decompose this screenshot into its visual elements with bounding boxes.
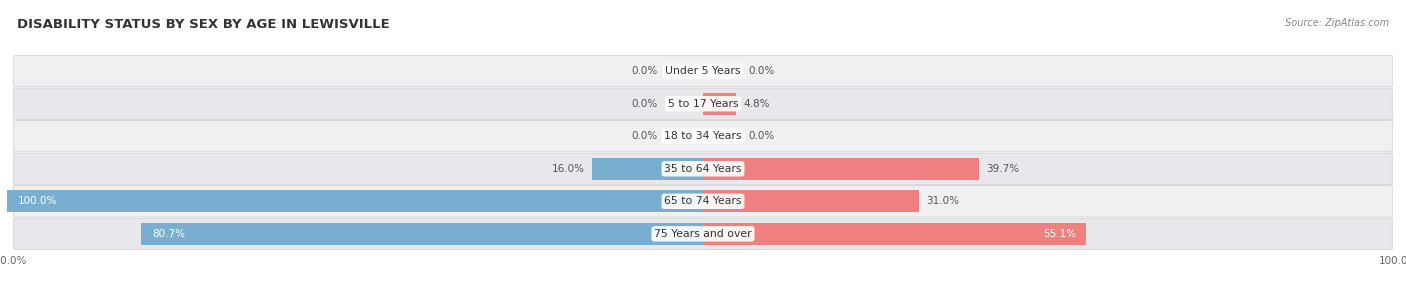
Text: 75 Years and over: 75 Years and over (654, 229, 752, 239)
Text: Source: ZipAtlas.com: Source: ZipAtlas.com (1285, 18, 1389, 28)
FancyBboxPatch shape (14, 186, 1392, 217)
FancyBboxPatch shape (14, 153, 1392, 185)
Text: 4.8%: 4.8% (744, 99, 770, 109)
Text: 31.0%: 31.0% (925, 196, 959, 206)
Text: 80.7%: 80.7% (152, 229, 184, 239)
Bar (142, 223, 703, 245)
Bar (592, 158, 703, 180)
Text: 65 to 74 Years: 65 to 74 Years (664, 196, 742, 206)
Text: 55.1%: 55.1% (1043, 229, 1076, 239)
Bar (7, 190, 703, 212)
Text: DISABILITY STATUS BY SEX BY AGE IN LEWISVILLE: DISABILITY STATUS BY SEX BY AGE IN LEWIS… (17, 18, 389, 31)
Text: 5 to 17 Years: 5 to 17 Years (668, 99, 738, 109)
FancyBboxPatch shape (14, 56, 1392, 87)
FancyBboxPatch shape (14, 120, 1392, 152)
Bar (703, 158, 980, 180)
Text: 100.0%: 100.0% (17, 196, 56, 206)
Text: 39.7%: 39.7% (986, 164, 1019, 174)
Bar (703, 223, 1087, 245)
Text: 18 to 34 Years: 18 to 34 Years (664, 131, 742, 141)
FancyBboxPatch shape (14, 88, 1392, 119)
Text: 0.0%: 0.0% (748, 66, 775, 76)
Text: 0.0%: 0.0% (748, 131, 775, 141)
Text: 35 to 64 Years: 35 to 64 Years (664, 164, 742, 174)
Text: Under 5 Years: Under 5 Years (665, 66, 741, 76)
Text: 0.0%: 0.0% (631, 99, 658, 109)
Bar (703, 93, 737, 115)
Text: 0.0%: 0.0% (631, 66, 658, 76)
Text: 0.0%: 0.0% (631, 131, 658, 141)
Text: 16.0%: 16.0% (551, 164, 585, 174)
Bar (703, 190, 918, 212)
FancyBboxPatch shape (14, 218, 1392, 249)
